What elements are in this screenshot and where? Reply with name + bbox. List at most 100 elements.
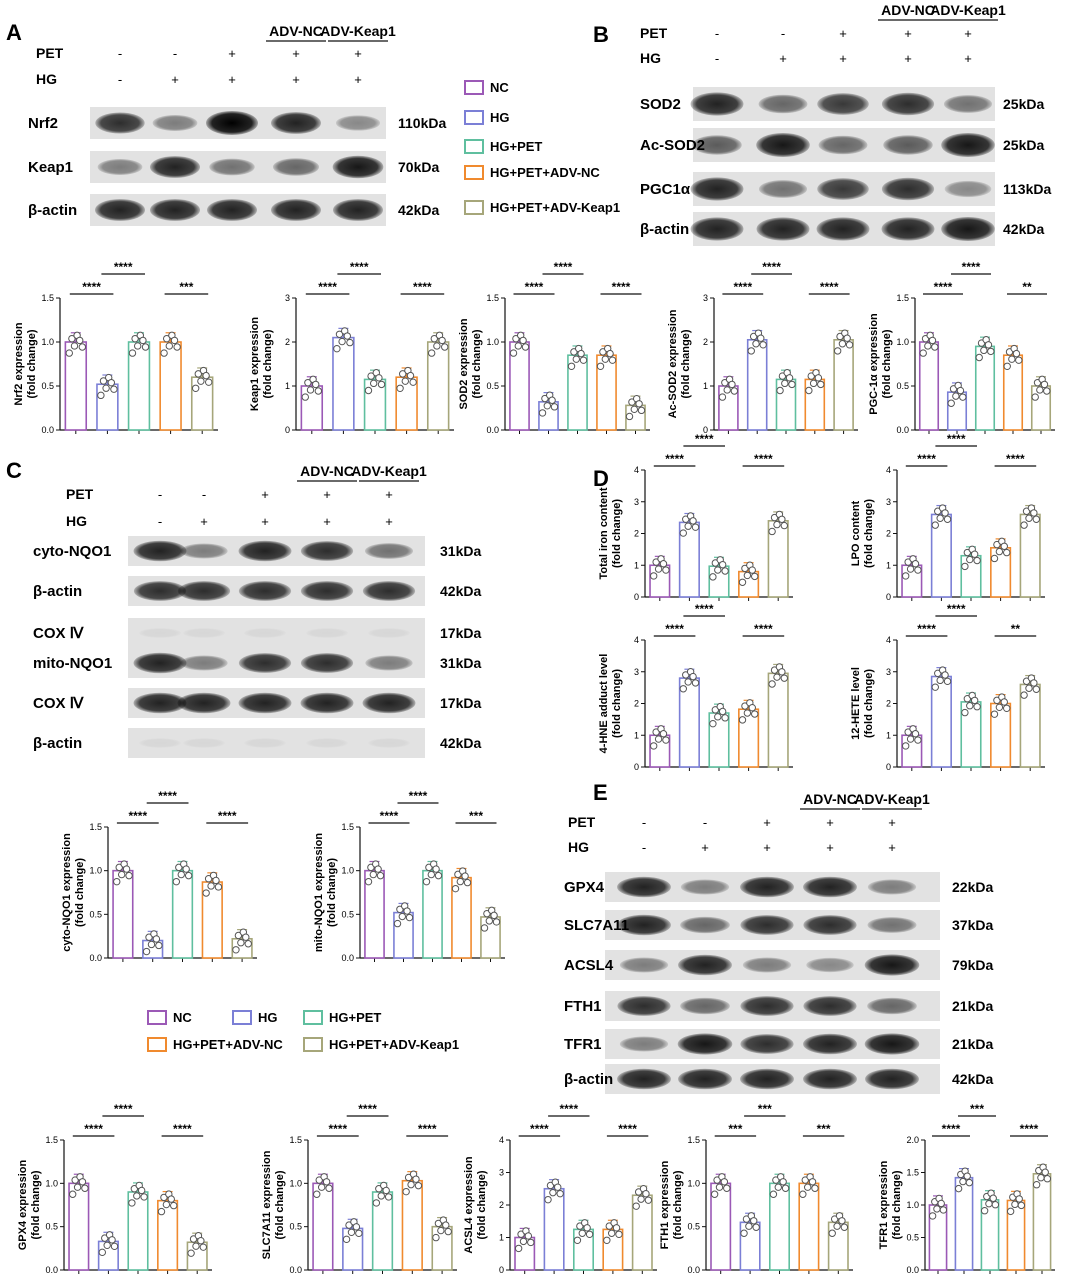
significance-label: ****	[917, 452, 936, 466]
data-point	[1015, 1195, 1023, 1203]
data-point	[808, 1178, 817, 1186]
data-point	[325, 1184, 333, 1192]
data-point	[936, 514, 944, 522]
data-point	[160, 349, 168, 357]
data-point	[157, 1207, 166, 1216]
blot-label: β-actin	[640, 221, 689, 238]
data-point	[901, 572, 910, 580]
data-point	[952, 392, 960, 400]
y-tick-label: 2	[886, 529, 891, 539]
data-point	[131, 334, 139, 343]
y-tick-label: 1	[634, 730, 639, 740]
data-point	[781, 379, 789, 388]
data-point	[480, 924, 489, 932]
data-point	[691, 523, 700, 531]
significance-label: ****	[380, 809, 399, 823]
data-point	[1000, 698, 1008, 706]
blot-band	[270, 112, 322, 134]
bar-chart-10: 0 1 2 3 4 4-HNE adduct level(fold change) ****…	[598, 602, 793, 772]
y-tick-label: 3	[886, 497, 891, 507]
data-point	[401, 377, 409, 385]
condition-sign: +	[385, 514, 393, 529]
blot-strip	[605, 872, 940, 902]
data-point	[1025, 514, 1033, 522]
y-axis-label-line: (fold change)	[326, 858, 338, 927]
data-point	[567, 362, 576, 370]
data-point	[814, 374, 823, 382]
blot-band	[941, 133, 995, 157]
data-point	[743, 571, 752, 580]
condition-sign: +	[261, 514, 269, 529]
data-point	[463, 878, 472, 887]
data-point	[817, 380, 825, 389]
significance-label: ****	[762, 260, 781, 274]
data-point	[809, 379, 818, 388]
y-tick-label: 1.0	[341, 866, 354, 876]
data-point	[740, 1229, 748, 1237]
data-point	[991, 1201, 1000, 1209]
y-axis-label-line: (fold change)	[30, 1170, 42, 1239]
blot-band	[867, 879, 917, 895]
data-point	[437, 1226, 445, 1235]
condition-sign: +	[323, 487, 331, 502]
data-point	[1032, 685, 1041, 693]
data-point	[519, 336, 527, 345]
data-point	[177, 870, 185, 879]
y-axis-label: SOD2 expression(fold change)	[458, 318, 483, 409]
blot-band	[139, 738, 181, 748]
blot-band	[97, 158, 143, 176]
blot-band	[300, 692, 354, 714]
data-point	[973, 556, 981, 565]
significance-label: ****	[82, 280, 101, 294]
y-tick-label: 0.5	[289, 1222, 302, 1232]
blot-label: Nrf2	[28, 115, 58, 132]
condition-label-pet: PET	[568, 814, 596, 830]
data-point	[625, 412, 634, 421]
blot-band	[677, 1033, 733, 1055]
blot-band	[817, 178, 869, 200]
y-axis-label-line: (fold change)	[672, 1170, 684, 1239]
y-axis-label-line: 12-HETE level	[850, 667, 862, 740]
data-point	[162, 334, 171, 343]
data-point	[140, 1193, 148, 1201]
condition-sign: +	[228, 46, 236, 61]
data-point	[194, 370, 202, 378]
data-point	[924, 342, 932, 350]
data-point	[987, 347, 995, 356]
data-point	[414, 1181, 423, 1190]
molecular-weight-label: 70kDa	[398, 159, 439, 175]
blot-band	[758, 94, 808, 114]
blot-label: TFR1	[564, 1036, 602, 1053]
data-point	[407, 1180, 415, 1189]
data-point	[710, 1190, 719, 1198]
y-tick-label: 3	[285, 293, 290, 303]
condition-label-hg: HG	[640, 50, 661, 66]
y-axis-label-line: PGC-1α expression	[868, 313, 880, 415]
y-tick-label: 1	[703, 381, 708, 391]
data-point	[68, 334, 76, 343]
data-point	[442, 1221, 450, 1229]
data-point	[966, 702, 974, 710]
data-point	[556, 1189, 564, 1198]
data-point	[167, 1195, 175, 1203]
blot-strip	[690, 87, 995, 121]
blot-band	[864, 954, 920, 976]
blot-band	[619, 1036, 669, 1052]
significance-label: ****	[409, 789, 428, 803]
data-point	[720, 1178, 729, 1186]
data-point	[403, 907, 411, 915]
y-axis-label-line: (fold change)	[471, 329, 483, 398]
y-tick-label: 4	[886, 635, 891, 645]
data-point	[662, 566, 670, 574]
blot-band	[803, 915, 857, 935]
significance-label: ****	[934, 280, 953, 294]
group-header-adv-keap1: ADV-Keap1	[351, 463, 427, 479]
data-point	[750, 1217, 758, 1225]
data-point	[751, 710, 759, 718]
data-point	[376, 871, 385, 880]
bar-chart-3: 0.0 0.5 1.0 1.5 SOD2 expression(fold change)…	[458, 260, 650, 435]
data-point	[384, 1193, 393, 1201]
significance-label: ****	[418, 1122, 437, 1136]
